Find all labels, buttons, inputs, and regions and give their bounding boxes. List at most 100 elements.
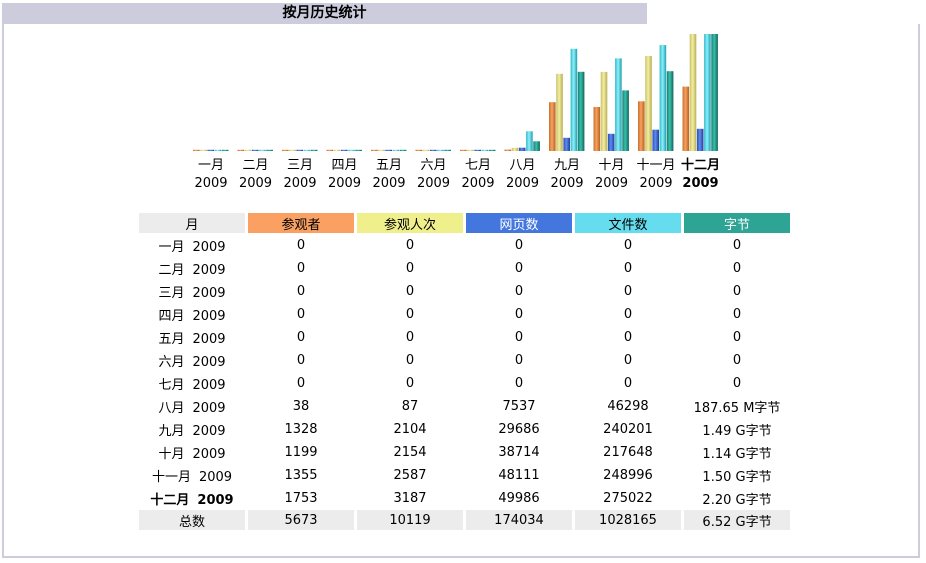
table-row: 九月 2009 1328 2104 29686 240201 1.49 G字节 [139,418,790,440]
visits-cell: 0 [405,283,415,299]
visits-cell: 0 [405,375,415,391]
files-cell: 275022 [603,490,653,506]
bytes-cell: 2.20 G字节 [702,492,772,508]
bar-bytes-3 [310,149,318,151]
visits-cell: 2154 [393,444,427,460]
x-tick-month: 七月 [465,158,491,173]
visitors-cell: 1355 [284,467,318,483]
bar-visitors-9 [549,102,556,151]
month-cell: 六月 2009 [139,349,245,371]
bar-files-3 [303,149,311,151]
table-row: 五月 2009 0 0 0 0 0 [139,326,790,348]
files-cell: 217648 [603,444,653,460]
files-cell: 0 [623,352,633,368]
bar-visits-5 [378,149,385,151]
bar-visits-10 [600,71,608,151]
bar-files-4 [348,149,355,151]
bar-bytes-5 [399,149,407,151]
pages-cell: 49986 [498,490,540,506]
total-visits: 10119 [357,510,463,530]
files-cell: 46298 [607,398,649,414]
files-cell: 0 [623,375,633,391]
x-tick-year: 2009 [461,176,494,191]
bar-pages-1 [207,149,214,151]
table-row: 四月 2009 0 0 0 0 0 [139,303,790,325]
x-tick-year: 2009 [682,176,718,191]
files-cell: 0 [623,329,633,345]
pages-cell: 0 [514,329,524,345]
bar-bytes-2 [266,149,273,151]
bar-visits-12 [689,34,697,151]
bar-bytes-1 [221,149,229,151]
visits-cell: 2587 [393,467,427,483]
bytes-cell: 1.49 G字节 [702,423,772,439]
month-cell: 四月 2009 [139,303,245,325]
pages-cell: 0 [514,237,524,253]
bar-visitors-4 [326,149,334,151]
bar-visits-8 [511,147,519,151]
bytes-cell: 1.50 G字节 [702,469,772,485]
visits-cell: 0 [405,237,415,253]
x-tick-month: 十月 [598,158,624,173]
month-year: 2009 [192,400,226,416]
monthly-stats-table: 月 参观者 参观人次 网页数 文件数 字节 一月 2009 0 0 0 0 0 二月 2009 0… [136,212,793,531]
x-tick-month: 十二月 [681,157,720,173]
month-cell: 十二月 2009 [139,487,245,509]
month-cell: 五月 2009 [139,326,245,348]
bar-pages-12 [696,128,704,151]
month-year: 2009 [192,239,226,255]
page-title: 按月历史统计 [2,3,647,24]
bar-pages-10 [607,133,615,151]
bar-visits-9 [556,73,563,151]
pages-cell: 38714 [498,444,540,460]
table-row: 十一月 2009 1355 2587 48111 248996 1.50 G字节 [139,464,790,486]
pages-cell: 7537 [502,398,536,414]
table-row: 十二月 2009 1753 3187 49986 275022 2.20 G字节 [139,487,790,509]
header-pages: 网页数 [466,213,572,233]
visits-cell: 3187 [393,490,427,506]
month-name: 五月 [158,331,185,347]
x-tick-year: 2009 [417,176,450,191]
month-name: 四月 [158,308,185,324]
bar-visitors-11 [638,101,645,151]
bar-visitors-12 [682,86,690,151]
bytes-cell: 1.14 G字节 [702,446,772,462]
bar-visitors-8 [504,149,512,151]
bar-files-8 [526,131,533,151]
month-cell: 七月 2009 [139,372,245,394]
x-tick-month: 五月 [376,158,402,173]
bar-visitors-2 [237,149,245,151]
month-year: 2009 [192,285,226,301]
month-year: 2009 [192,446,226,462]
x-tick-year: 2009 [239,176,272,191]
month-name: 十一月 [151,469,191,485]
bar-files-12 [704,34,711,151]
month-name: 八月 [158,400,185,416]
table-row: 三月 2009 0 0 0 0 0 [139,280,790,302]
pages-cell: 48111 [498,467,540,483]
files-cell: 248996 [603,467,653,483]
total-files: 1028165 [575,510,681,530]
bytes-cell: 0 [732,237,742,253]
bar-files-11 [659,45,667,151]
bytes-cell: 0 [732,329,742,345]
x-tick-month: 九月 [554,158,580,173]
bar-visits-11 [645,56,652,151]
table-row: 八月 2009 38 87 7537 46298 187.65 M字节 [139,395,790,417]
visitors-cell: 1753 [284,490,318,506]
files-cell: 0 [623,260,633,276]
total-pages: 174034 [466,510,572,530]
x-tick-year: 2009 [550,176,583,191]
month-name: 三月 [158,285,185,301]
x-tick-month: 十一月 [636,158,675,173]
x-tick-year: 2009 [194,176,227,191]
visits-cell: 0 [405,260,415,276]
x-tick-year: 2009 [506,176,539,191]
bar-bytes-8 [533,141,540,151]
bar-files-9 [570,48,578,151]
bar-pages-2 [251,149,259,151]
month-year: 2009 [192,331,226,347]
total-visitors: 5673 [248,510,354,530]
bar-files-7 [481,149,489,151]
x-tick-month: 三月 [287,158,313,173]
